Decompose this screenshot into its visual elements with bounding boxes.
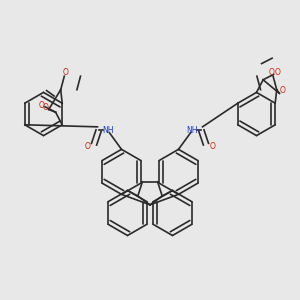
Text: O: O [274,68,280,77]
Text: NH: NH [102,126,114,135]
Text: NH: NH [186,126,198,135]
Text: O: O [280,86,286,95]
Text: O: O [39,101,44,110]
Text: O: O [209,142,215,152]
Text: O: O [43,103,49,112]
Text: O: O [269,68,274,77]
Text: O: O [63,68,69,77]
Text: O: O [85,142,91,152]
